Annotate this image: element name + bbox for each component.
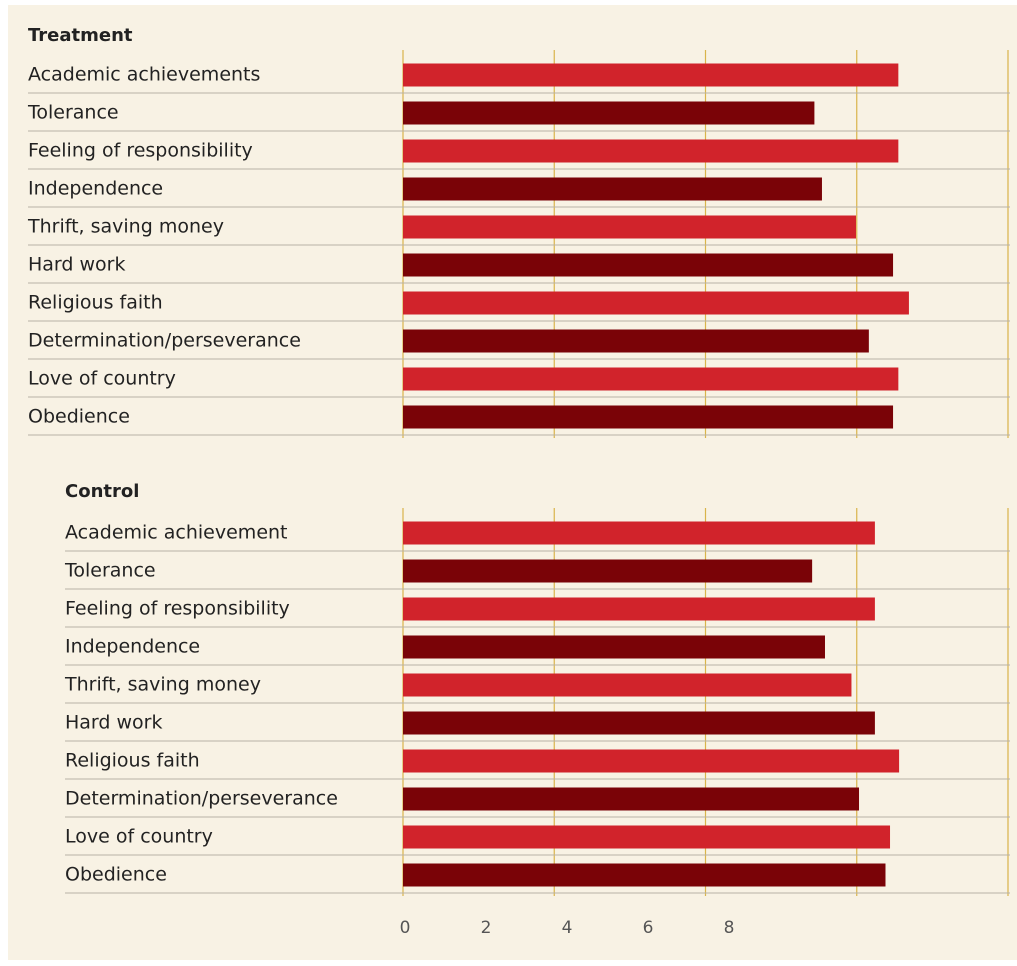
bar bbox=[403, 559, 813, 583]
bar bbox=[403, 329, 869, 353]
category-label: Love of country bbox=[28, 368, 176, 390]
bar bbox=[403, 177, 822, 201]
bar bbox=[403, 635, 825, 659]
category-label: Hard work bbox=[65, 712, 163, 734]
bar bbox=[403, 405, 894, 429]
bar bbox=[403, 597, 875, 621]
category-label: Obedience bbox=[65, 864, 167, 886]
x-tick-label: 6 bbox=[643, 918, 654, 938]
category-label: Thrift, saving money bbox=[27, 216, 224, 238]
category-label: Determination/perseverance bbox=[65, 788, 338, 810]
category-label: Academic achievement bbox=[65, 522, 288, 544]
category-label: Tolerance bbox=[27, 102, 119, 124]
category-label: Thrift, saving money bbox=[64, 674, 261, 696]
bar bbox=[403, 673, 852, 697]
chart-title: Control bbox=[65, 481, 139, 502]
category-label: Religious faith bbox=[28, 292, 163, 314]
category-label: Determination/perseverance bbox=[28, 330, 301, 352]
category-label: Academic achievements bbox=[28, 64, 260, 86]
bar bbox=[403, 101, 815, 125]
x-tick-label: 0 bbox=[400, 918, 411, 938]
category-label: Feeling of responsibility bbox=[65, 598, 290, 620]
bar bbox=[403, 291, 909, 315]
bar bbox=[403, 863, 886, 887]
bar bbox=[403, 63, 899, 87]
chart-title: Treatment bbox=[28, 25, 133, 46]
category-label: Tolerance bbox=[64, 560, 156, 582]
x-tick-label: 8 bbox=[724, 918, 735, 938]
bar bbox=[403, 215, 856, 239]
category-label: Independence bbox=[65, 636, 200, 658]
category-label: Religious faith bbox=[65, 750, 200, 772]
bar bbox=[403, 711, 875, 735]
x-tick-label: 4 bbox=[562, 918, 573, 938]
category-label: Independence bbox=[28, 178, 163, 200]
category-label: Feeling of responsibility bbox=[28, 140, 253, 162]
bar bbox=[403, 367, 899, 391]
bar bbox=[403, 825, 891, 849]
bar bbox=[403, 253, 894, 277]
category-label: Obedience bbox=[28, 406, 130, 428]
bar bbox=[403, 749, 900, 773]
bar bbox=[403, 139, 899, 163]
bar bbox=[403, 787, 860, 811]
bar bbox=[403, 521, 875, 545]
category-label: Love of country bbox=[65, 826, 213, 848]
x-tick-label: 2 bbox=[481, 918, 492, 938]
category-label: Hard work bbox=[28, 254, 126, 276]
